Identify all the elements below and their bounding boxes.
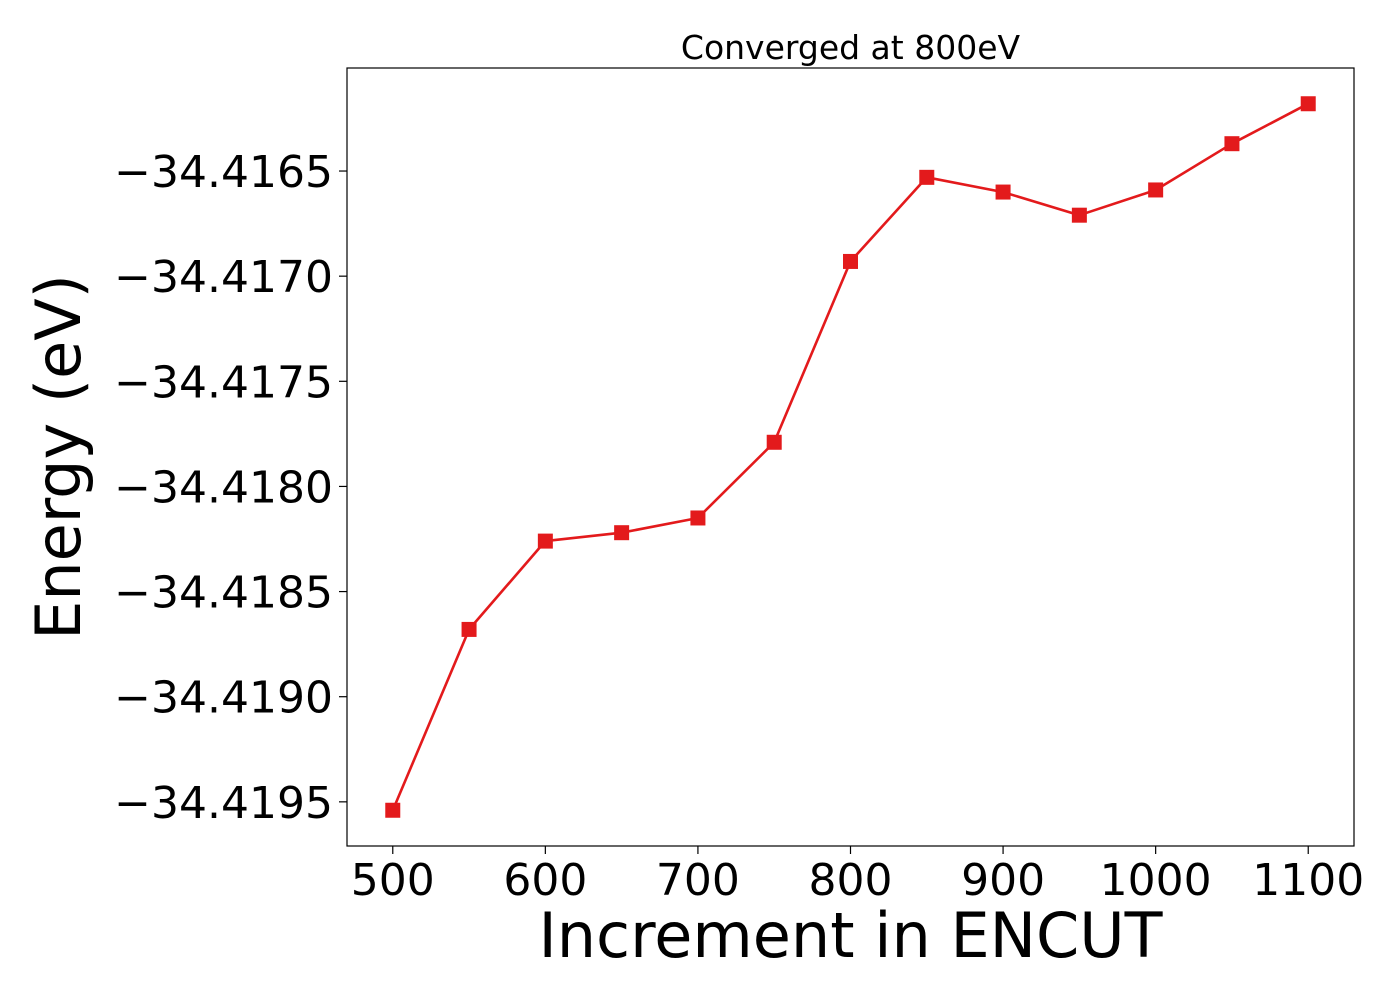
- y-tick-label: −34.4190: [114, 673, 333, 724]
- plot-layer: [385, 96, 1316, 818]
- y-tick-label: −34.4195: [114, 778, 333, 829]
- data-point: [995, 184, 1011, 200]
- y-axis-title: Energy (eV): [22, 274, 95, 640]
- x-axis-title: Increment in ENCUT: [538, 899, 1163, 972]
- data-point: [461, 621, 477, 637]
- y-tick-label: −34.4165: [114, 147, 333, 198]
- y-tick-label: −34.4185: [114, 568, 333, 619]
- data-point: [1071, 207, 1087, 223]
- x-tick-label: 700: [656, 855, 740, 906]
- x-tick-label: 900: [961, 855, 1045, 906]
- x-tick-label: 800: [809, 855, 893, 906]
- x-axis-ticks: 500 600 700 800 900 1000 1100: [351, 846, 1364, 906]
- x-tick-label: 600: [503, 855, 587, 906]
- data-point: [1148, 182, 1164, 198]
- plot-frame: [346, 67, 1355, 847]
- data-point: [1300, 96, 1316, 112]
- data-point: [766, 434, 782, 450]
- x-tick-label: 500: [351, 855, 435, 906]
- chart-title: Converged at 800eV: [681, 28, 1021, 67]
- data-point: [843, 253, 858, 269]
- data-point: [919, 169, 935, 185]
- data-point: [537, 533, 553, 549]
- x-tick-label: 1000: [1100, 855, 1212, 906]
- data-point: [385, 802, 401, 818]
- y-tick-label: −34.4180: [114, 462, 333, 513]
- y-tick-label: −34.4170: [114, 252, 333, 303]
- y-axis-ticks: −34.4195 −34.4190 −34.4185 −34.4180 −34.4175…: [114, 147, 347, 829]
- data-point: [614, 525, 630, 541]
- y-tick-label: −34.4175: [114, 357, 333, 408]
- data-point: [1224, 136, 1240, 152]
- x-tick-label: 1100: [1252, 855, 1364, 906]
- data-point: [690, 510, 706, 526]
- series-line: [391, 102, 1309, 811]
